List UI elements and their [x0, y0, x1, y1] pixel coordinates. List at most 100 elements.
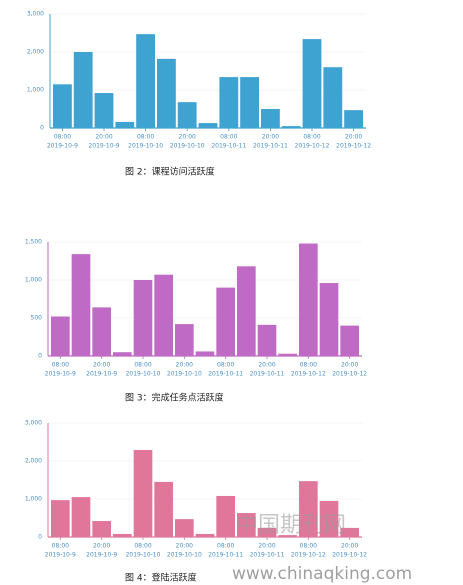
x-tick-label: 20:00	[93, 543, 110, 550]
x-tick-label: 08:00	[134, 362, 151, 369]
x-tick-label: 08:00	[217, 362, 234, 369]
x-tick-date: 2019-10-12	[332, 552, 367, 559]
x-tick-date: 2019-10-10	[126, 371, 161, 378]
x-tick-label: 08:00	[137, 134, 154, 141]
x-tick-date: 2019-10-9	[45, 371, 76, 378]
x-tick-label: 08:00	[217, 543, 234, 550]
y-tick-label: 2,000	[27, 49, 44, 56]
x-tick-label: 20:00	[179, 134, 196, 141]
bar	[340, 527, 359, 537]
bar	[133, 449, 153, 537]
bar	[319, 283, 339, 356]
x-tick-date: 2019-10-10	[128, 143, 163, 150]
x-tick-label: 08:00	[134, 543, 151, 550]
x-tick-date: 2019-10-9	[47, 143, 78, 150]
bar	[94, 93, 114, 128]
y-tick-label: 0	[38, 534, 42, 541]
x-tick-date: 2019-10-11	[208, 552, 243, 559]
x-tick-date: 2019-10-10	[126, 552, 161, 559]
bar	[53, 84, 72, 128]
x-tick-date: 2019-10-9	[88, 143, 119, 150]
bar	[71, 254, 91, 356]
bar	[198, 123, 218, 128]
x-tick-date: 2019-10-9	[86, 371, 117, 378]
bar	[344, 110, 363, 128]
x-tick-label: 20:00	[93, 362, 110, 369]
y-tick-label: 2,000	[25, 458, 42, 465]
y-tick-label: 1,500	[25, 239, 42, 246]
bar	[278, 535, 297, 537]
bar	[219, 77, 239, 128]
bar	[71, 497, 91, 537]
bar	[216, 287, 235, 356]
bar	[240, 77, 259, 128]
x-tick-label: 20:00	[262, 134, 279, 141]
x-tick-date: 2019-10-11	[250, 371, 285, 378]
x-tick-date: 2019-10-10	[167, 552, 202, 559]
bar	[261, 109, 280, 128]
y-tick-label: 3,000	[25, 420, 42, 427]
bar	[278, 353, 297, 356]
y-tick-label: 0	[40, 125, 44, 132]
x-tick-date: 2019-10-12	[295, 143, 330, 150]
bar	[73, 52, 93, 128]
x-tick-label: 20:00	[345, 134, 362, 141]
figure-caption: 图 3：完成任务点活跃度	[125, 392, 224, 404]
bar	[302, 39, 322, 128]
bar	[195, 533, 215, 537]
x-tick-label: 08:00	[300, 362, 317, 369]
x-tick-label: 08:00	[303, 134, 320, 141]
bar	[175, 519, 194, 537]
x-tick-date: 2019-10-11	[211, 143, 246, 150]
x-tick-date: 2019-10-11	[253, 143, 288, 150]
bar	[113, 533, 132, 537]
x-tick-label: 08:00	[54, 134, 71, 141]
bar	[175, 324, 194, 356]
x-tick-date: 2019-10-10	[170, 143, 205, 150]
bar	[319, 500, 339, 537]
bar	[51, 500, 70, 537]
y-tick-label: 3,000	[27, 11, 44, 18]
bar	[154, 481, 173, 537]
bar	[51, 316, 70, 356]
bar	[92, 521, 111, 537]
bar	[323, 67, 343, 128]
x-tick-label: 20:00	[176, 543, 193, 550]
x-tick-label: 08:00	[220, 134, 237, 141]
y-tick-label: 1,000	[27, 87, 44, 94]
x-tick-label: 20:00	[176, 362, 193, 369]
bar	[92, 307, 111, 356]
watermark-url: www.chinaqking.com	[232, 564, 412, 584]
x-tick-date: 2019-10-12	[291, 371, 326, 378]
bar	[133, 280, 153, 356]
bar	[136, 34, 155, 128]
y-tick-label: 1,000	[25, 496, 42, 503]
x-tick-label: 08:00	[300, 543, 317, 550]
x-tick-date: 2019-10-12	[336, 143, 371, 150]
bar	[154, 274, 173, 356]
x-tick-label: 20:00	[95, 134, 112, 141]
figure-caption: 图 2：课程访问活跃度	[125, 166, 215, 178]
y-tick-label: 500	[31, 315, 43, 322]
x-tick-date: 2019-10-11	[250, 552, 285, 559]
bar	[340, 325, 359, 356]
bar	[216, 495, 235, 537]
bar	[177, 102, 197, 128]
x-tick-label: 20:00	[341, 362, 358, 369]
bar	[257, 324, 277, 356]
x-tick-date: 2019-10-12	[332, 371, 367, 378]
x-tick-label: 20:00	[258, 543, 275, 550]
x-tick-label: 08:00	[52, 543, 69, 550]
bar	[299, 481, 318, 537]
bar	[115, 121, 135, 128]
x-tick-date: 2019-10-9	[45, 552, 76, 559]
x-tick-date: 2019-10-12	[291, 552, 326, 559]
y-tick-label: 1,000	[25, 277, 42, 284]
bar	[113, 352, 132, 356]
x-tick-date: 2019-10-11	[208, 371, 243, 378]
watermark-logo: 中国期刊网	[236, 513, 346, 538]
bar	[299, 243, 318, 356]
bar	[237, 266, 256, 356]
figure-caption: 图 4：登陆活跃度	[125, 572, 197, 584]
y-tick-label: 0	[38, 353, 42, 360]
